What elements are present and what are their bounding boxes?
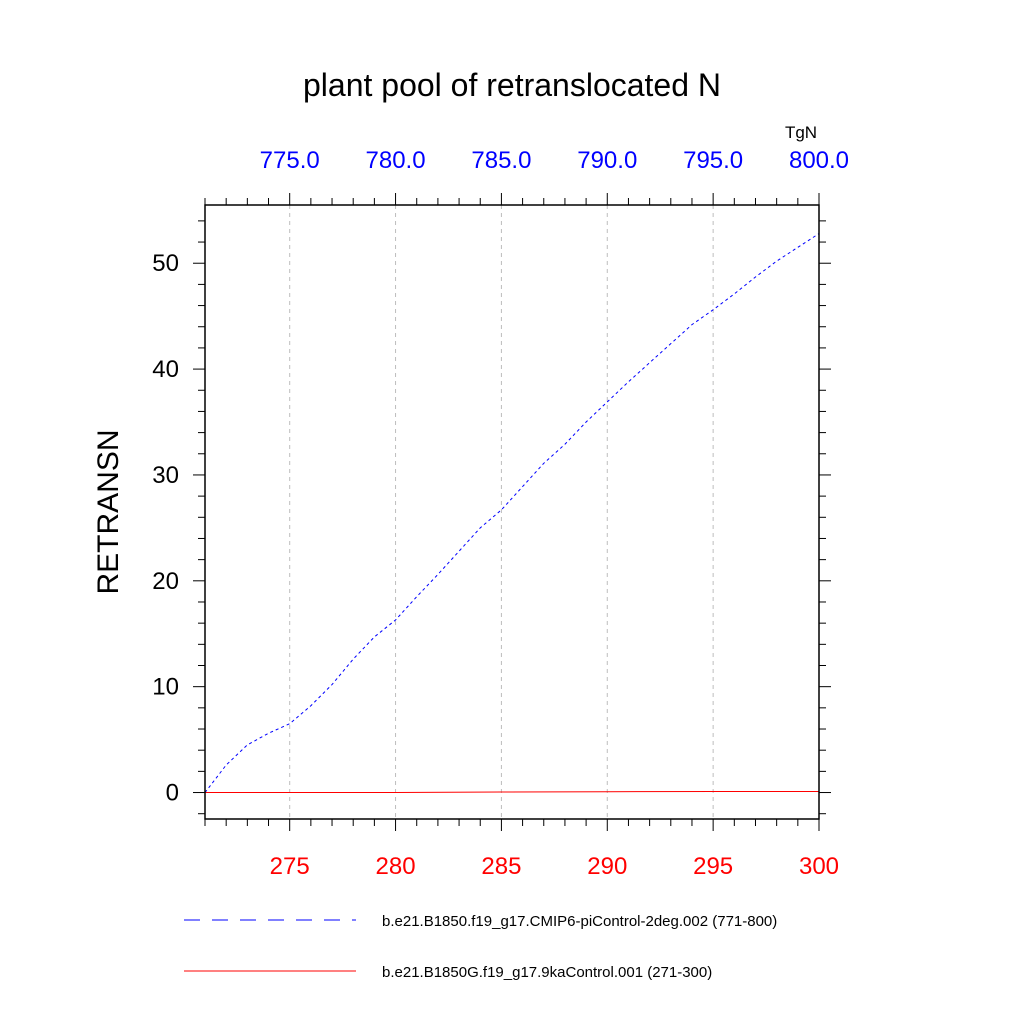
bottom-tick-label-300: 300 bbox=[799, 853, 839, 880]
top-tick-label-775: 775.0 bbox=[260, 147, 320, 174]
bottom-tick-label-275: 275 bbox=[270, 853, 310, 880]
legend: b.e21.B1850.f19_g17.CMIP6-piControl-2deg… bbox=[184, 913, 777, 981]
series-group bbox=[204, 233, 820, 794]
bottom-tick-label-290: 290 bbox=[587, 853, 627, 880]
series-line-1 bbox=[204, 233, 820, 793]
top-tick-label-795: 795.0 bbox=[683, 147, 743, 174]
y-tick-label-40: 40 bbox=[152, 356, 179, 383]
chart-title: plant pool of retranslocated N bbox=[303, 67, 721, 103]
bottom-tick-label-285: 285 bbox=[481, 853, 521, 880]
y-axis-label: RETRANSN bbox=[92, 429, 125, 594]
y-tick-label-0: 0 bbox=[166, 780, 179, 807]
y-tick-label-10: 10 bbox=[152, 674, 179, 701]
axes: 0 10 20 30 40 50 275 280 285 290 295 300 775.0 780.0 7… bbox=[152, 147, 849, 880]
bottom-tick-label-280: 280 bbox=[376, 853, 416, 880]
top-tick-label-780: 780.0 bbox=[366, 147, 426, 174]
series-line-2 bbox=[205, 790, 819, 794]
units-label: TgN bbox=[785, 123, 817, 142]
gridlines bbox=[289, 205, 714, 819]
y-tick-label-20: 20 bbox=[152, 568, 179, 595]
top-tick-label-790: 790.0 bbox=[577, 147, 637, 174]
plot-frame bbox=[204, 204, 820, 820]
y-tick-label-30: 30 bbox=[152, 462, 179, 489]
bottom-tick-label-295: 295 bbox=[693, 853, 733, 880]
legend-label-1: b.e21.B1850.f19_g17.CMIP6-piControl-2deg… bbox=[382, 913, 777, 930]
y-tick-label-50: 50 bbox=[152, 250, 179, 277]
legend-label-2: b.e21.B1850G.f19_g17.9kaControl.001 (271… bbox=[382, 964, 712, 981]
top-tick-label-800: 800.0 bbox=[789, 147, 849, 174]
top-tick-label-785: 785.0 bbox=[471, 147, 531, 174]
